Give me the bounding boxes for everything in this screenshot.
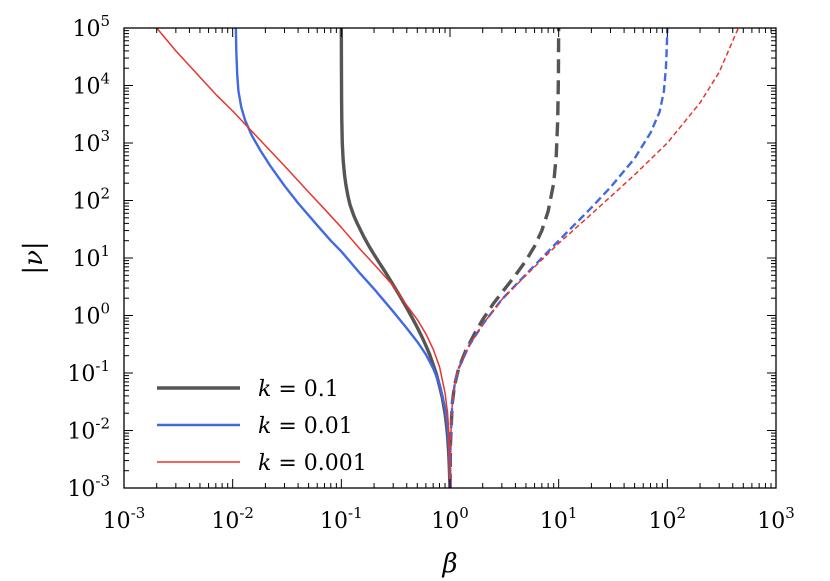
x-tick-label: 101 (540, 504, 578, 534)
legend-label: k = 0.001 (258, 451, 367, 476)
y-axis-label: |ν| (19, 241, 49, 274)
x-tick-labels: 10-3 10-2 10-1 100 101 102 103 (103, 504, 795, 534)
y-tick-label: 10-1 (67, 357, 110, 387)
y-tick-label: 10-2 (67, 415, 110, 445)
y-tick-labels: 10-3 10-2 10-1 100 101 102 103 104 105 (67, 12, 110, 502)
series-line-dashed-3 (449, 28, 740, 488)
legend-label: k = 0.01 (258, 414, 353, 439)
series-line-dashed-2 (448, 28, 669, 488)
series-line-solid-3 (156, 28, 451, 488)
x-tick-label: 10-2 (211, 504, 254, 534)
plot-background (124, 28, 776, 488)
series-line-solid-2 (234, 28, 452, 488)
y-tick-label: 105 (72, 12, 110, 42)
y-tick-label: 101 (72, 242, 110, 272)
y-tick-label: 104 (72, 70, 110, 100)
x-tick-label: 103 (757, 504, 795, 534)
series-layer (156, 28, 740, 488)
y-tick-label: 10-3 (67, 472, 110, 502)
y-tick-label: 103 (72, 127, 110, 157)
x-tick-label: 102 (649, 504, 687, 534)
x-axis-label: β (441, 549, 457, 579)
y-tick-label: 100 (72, 300, 110, 330)
plot-frame (123, 27, 777, 489)
legend-label: k = 0.1 (258, 377, 339, 402)
x-tick-label: 10-3 (103, 504, 146, 534)
x-tick-label: 10-1 (320, 504, 363, 534)
x-tick-label: 100 (431, 504, 469, 534)
legend: k = 0.1 k = 0.01 k = 0.001 (157, 377, 367, 476)
y-tick-label: 102 (72, 185, 110, 215)
